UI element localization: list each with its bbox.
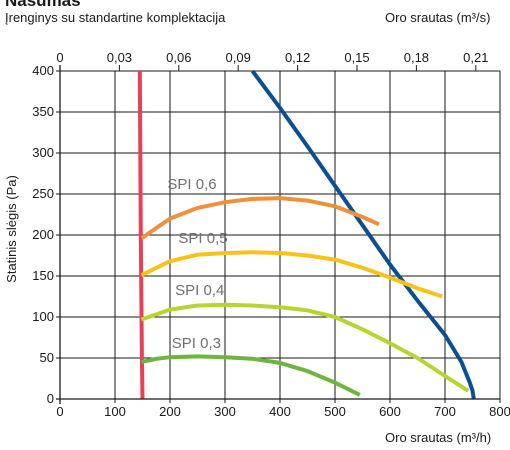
annotations: SPI 0,6 SPI 0,5 SPI 0,4 SPI 0,3	[167, 176, 227, 352]
spi-label: SPI 0,5	[178, 230, 227, 247]
x-tick-label: 200	[159, 404, 181, 419]
series-line	[137, 70, 145, 400]
series-line	[140, 250, 443, 299]
x2-tick-label: 0,06	[166, 50, 191, 65]
grid	[59, 70, 501, 400]
series-line	[140, 354, 361, 397]
x-tick-label: 800	[489, 404, 510, 419]
series-layer	[137, 69, 476, 400]
x2-tick-label: 0,21	[463, 50, 488, 65]
x-tick-label: 400	[269, 404, 291, 419]
x2-tick-label: 0,03	[107, 50, 132, 65]
top-axis-label: Oro srautas (m³/s)	[385, 10, 491, 25]
series-line	[140, 302, 470, 393]
series-line	[140, 196, 380, 240]
y-tick-label: 300	[32, 145, 54, 160]
x2-tick-label: 0,18	[404, 50, 429, 65]
spi-label: SPI 0,4	[175, 282, 224, 299]
x-tick-label: 500	[324, 404, 346, 419]
series-line	[250, 69, 476, 400]
y-tick-label: 50	[40, 350, 54, 365]
chart-title: Našumas	[5, 0, 81, 10]
x-tick-label: 0	[56, 404, 63, 419]
y-tick-label: 0	[47, 391, 54, 406]
y-tick-label: 100	[32, 309, 54, 324]
x2-tick-label: 0,15	[344, 50, 369, 65]
x2-tick-label: 0,09	[226, 50, 251, 65]
x-tick-label: 300	[214, 404, 236, 419]
plot-frame	[56, 65, 501, 404]
y-axis-label: Statinis slėgis (Pa)	[4, 175, 19, 283]
spi-label: SPI 0,3	[172, 335, 221, 352]
x-tick-label: 100	[104, 404, 126, 419]
chart-subtitle: Įrenginys su standartine komplektacija	[5, 10, 226, 25]
bottom-axis-label: Oro srautas (m³/h)	[385, 430, 492, 445]
x-tick-label: 700	[434, 404, 456, 419]
x-tick-label: 600	[379, 404, 401, 419]
y-tick-label: 250	[32, 186, 54, 201]
spi-label: SPI 0,6	[167, 176, 216, 193]
x2-tick-label: 0,12	[285, 50, 310, 65]
y-tick-label: 350	[32, 104, 54, 119]
y-tick-label: 200	[32, 227, 54, 242]
y-tick-label: 400	[32, 63, 54, 78]
y-tick-label: 150	[32, 268, 54, 283]
x2-tick-label: 0	[56, 50, 63, 65]
